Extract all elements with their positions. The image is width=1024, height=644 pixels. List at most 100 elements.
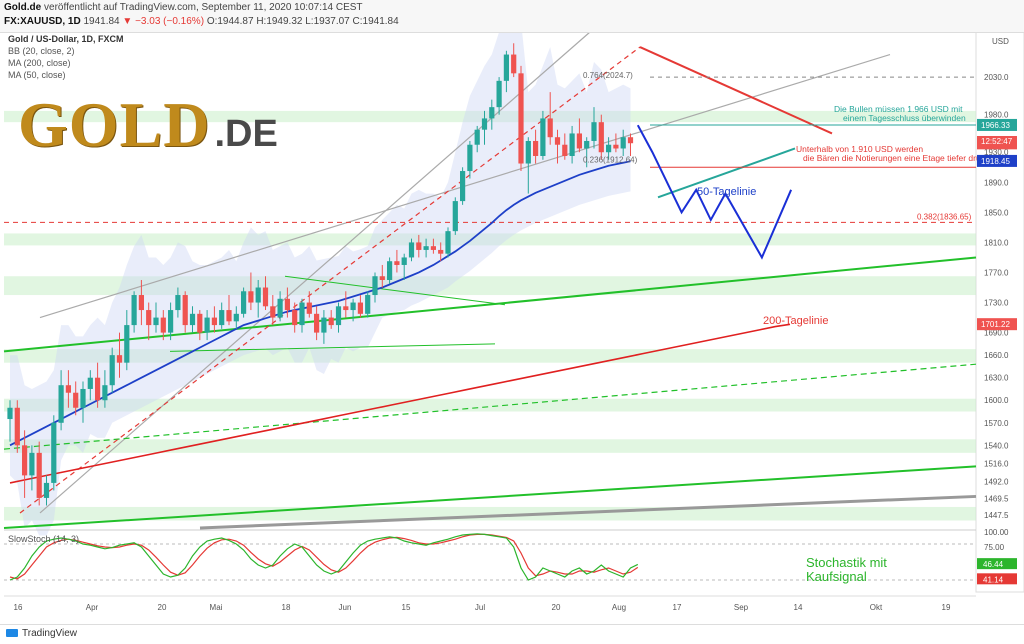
price-tag-label: 1918.45 xyxy=(981,157,1010,166)
ma50-line xyxy=(9,160,631,447)
ma50-label[interactable]: MA (50, close) xyxy=(8,70,66,80)
countdown-label: 12:52:47 xyxy=(981,137,1013,146)
candle xyxy=(306,302,312,314)
candle xyxy=(540,118,546,156)
y-tick-label: 1447.5 xyxy=(984,511,1009,520)
candle xyxy=(394,261,400,265)
price-tag xyxy=(977,118,1017,131)
candle xyxy=(138,295,144,311)
candle xyxy=(102,385,108,401)
candle xyxy=(153,317,159,326)
stoch-tick: 75.00 xyxy=(984,543,1005,552)
y-tick-label: 1810.0 xyxy=(984,238,1009,247)
candle xyxy=(554,137,561,145)
candle xyxy=(547,118,553,138)
x-tick-label: Aug xyxy=(612,603,626,612)
trendline-green-4 xyxy=(284,275,506,306)
candle xyxy=(525,140,531,164)
candle xyxy=(518,73,524,164)
candle xyxy=(116,355,123,363)
candle xyxy=(314,313,320,333)
candle xyxy=(51,422,57,483)
stoch-k-value: 46.44 xyxy=(983,560,1004,569)
candle xyxy=(270,306,276,318)
candle xyxy=(292,310,298,326)
candle xyxy=(503,54,509,81)
trendline-green-2 xyxy=(3,465,977,529)
candle xyxy=(343,306,349,311)
trendline-red-dashed xyxy=(19,46,641,514)
candle xyxy=(197,313,203,333)
price-tag xyxy=(977,318,1017,331)
candle xyxy=(211,317,217,326)
logo-main: GOLD xyxy=(18,89,211,160)
y-tick-label: 1469.5 xyxy=(984,494,1009,503)
x-tick-label: Apr xyxy=(86,603,99,612)
candle xyxy=(576,133,582,149)
candle xyxy=(189,313,196,326)
trendline-green-1 xyxy=(3,256,977,353)
x-tick-label: Sep xyxy=(734,603,749,612)
header-symbol: FX:XAUUSD, 1D xyxy=(4,16,81,27)
annotation-stoch: Stochastik mit xyxy=(806,555,887,570)
candle xyxy=(620,137,626,149)
candle xyxy=(416,242,422,250)
x-tick-label: 16 xyxy=(14,603,23,612)
candle xyxy=(95,377,101,401)
triangle-lower xyxy=(657,147,796,199)
tradingview-label: TradingView xyxy=(22,628,78,639)
header-site: Gold.de xyxy=(4,2,42,13)
support-zone-3 xyxy=(4,349,976,363)
y-tick-label: 1630.0 xyxy=(984,374,1009,383)
trendline-green-dashed xyxy=(3,363,977,450)
header-low: L:1937.07 xyxy=(305,16,350,27)
candle xyxy=(481,118,488,130)
annotation-bulls: Die Bullen müssen 1.966 USD mit xyxy=(834,104,963,114)
candle xyxy=(36,452,42,498)
logo-suffix: .DE xyxy=(214,113,278,155)
x-tick-label: Okt xyxy=(870,603,883,612)
tradingview-link[interactable]: TradingView xyxy=(6,628,77,639)
bb-label[interactable]: BB (20, close, 2) xyxy=(8,46,75,56)
candle xyxy=(146,310,152,326)
candle xyxy=(379,276,385,280)
x-tick-label: 15 xyxy=(402,603,411,612)
price-tag-label: 1701.22 xyxy=(981,320,1010,329)
price-tag-label: 1966.33 xyxy=(981,121,1010,130)
candle xyxy=(175,295,181,311)
header-published: veröffentlicht auf TradingView.com, Sept… xyxy=(44,2,363,13)
candle xyxy=(182,295,188,326)
annotation-bears: Unterhalb von 1.910 USD werden xyxy=(796,144,923,154)
countdown-tag xyxy=(977,136,1017,147)
candle xyxy=(533,140,539,156)
candle xyxy=(445,231,451,254)
candle xyxy=(489,107,495,119)
candle xyxy=(467,144,473,172)
candle xyxy=(58,385,64,423)
header-line-1: Gold.de veröffentlicht auf TradingView.c… xyxy=(4,2,363,13)
fib-label: 0.382(1836.65) xyxy=(917,212,972,221)
chart-title: Gold / US-Dollar, 1D, FXCM xyxy=(8,34,124,44)
candle xyxy=(7,407,13,420)
candle xyxy=(562,144,568,156)
support-zone-4 xyxy=(4,398,976,412)
triangle-upper xyxy=(639,46,833,135)
fib-label: 0.236(1912.64) xyxy=(583,155,638,164)
header-close: C:1941.84 xyxy=(352,16,399,27)
x-tick-label: Jun xyxy=(339,603,352,612)
header-bar: Gold.de veröffentlicht auf TradingView.c… xyxy=(0,0,1024,33)
header-last: 1941.84 xyxy=(83,16,120,27)
candle xyxy=(29,452,35,476)
gold-de-logo: GOLD .DE xyxy=(18,88,278,162)
candle xyxy=(204,317,210,333)
candle xyxy=(226,310,232,322)
stoch-label[interactable]: SlowStoch (14, 3) xyxy=(8,534,80,544)
candle xyxy=(627,137,634,144)
x-tick-label: 19 xyxy=(942,603,951,612)
ma200-label[interactable]: MA (200, close) xyxy=(8,58,71,68)
candle xyxy=(430,246,436,250)
x-tick-label: 20 xyxy=(158,603,167,612)
y-tick-label: 1770.0 xyxy=(984,268,1009,277)
candle xyxy=(219,310,225,326)
